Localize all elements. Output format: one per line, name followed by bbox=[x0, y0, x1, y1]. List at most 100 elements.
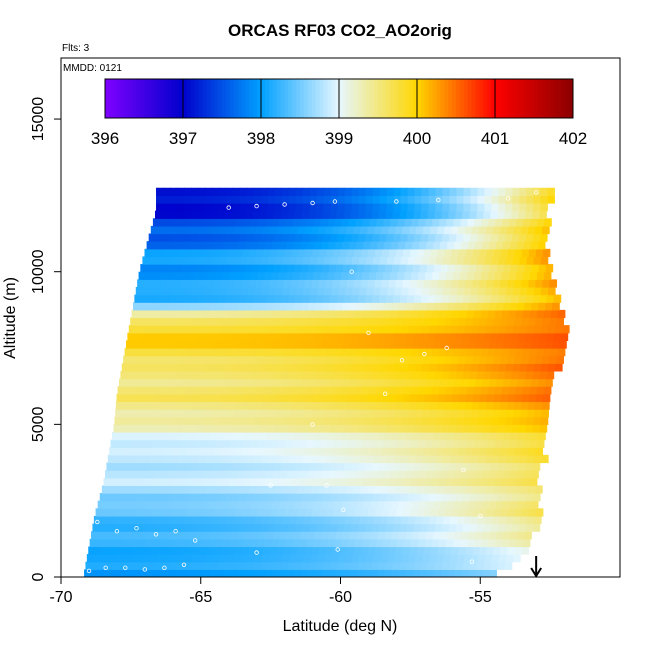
heatmap-cell bbox=[502, 218, 510, 227]
heatmap-cell bbox=[433, 569, 442, 577]
heatmap-cell bbox=[504, 370, 513, 380]
heatmap-cell bbox=[379, 256, 388, 265]
heatmap-cell bbox=[350, 370, 359, 380]
heatmap-cell bbox=[524, 470, 532, 479]
heatmap-cell bbox=[229, 477, 237, 487]
heatmap-cell bbox=[408, 409, 417, 418]
heatmap-cell bbox=[150, 485, 159, 494]
colorbar-strip bbox=[144, 79, 149, 118]
heatmap-cell bbox=[225, 195, 234, 204]
heatmap-cell bbox=[264, 271, 272, 280]
heatmap-cell bbox=[268, 554, 277, 563]
heatmap-cell bbox=[504, 561, 513, 570]
heatmap-cell bbox=[358, 195, 367, 204]
heatmap-cell bbox=[500, 401, 508, 410]
heatmap-cell bbox=[169, 523, 177, 532]
heatmap-cell bbox=[282, 409, 291, 418]
heatmap-cell bbox=[515, 309, 524, 319]
heatmap-cell bbox=[526, 203, 534, 212]
heatmap-cell bbox=[522, 309, 531, 319]
heatmap-cell bbox=[290, 447, 299, 456]
heatmap-cell bbox=[476, 424, 485, 433]
heatmap-cell bbox=[149, 256, 157, 265]
heatmap-cell bbox=[349, 500, 357, 509]
heatmap-cell bbox=[427, 332, 436, 341]
heatmap-cell bbox=[339, 401, 348, 410]
heatmap-cell bbox=[191, 416, 199, 425]
heatmap-cell bbox=[323, 424, 331, 433]
heatmap-cell bbox=[511, 462, 520, 471]
colorbar-strip bbox=[296, 79, 301, 118]
heatmap-cell bbox=[108, 485, 117, 494]
heatmap-cell bbox=[339, 485, 348, 494]
heatmap-cell bbox=[352, 409, 361, 418]
colorbar-strip bbox=[272, 79, 278, 118]
heatmap-cell bbox=[352, 416, 360, 425]
heatmap-cell bbox=[247, 286, 256, 296]
heatmap-cell bbox=[219, 363, 228, 372]
heatmap-cell bbox=[484, 203, 493, 212]
heatmap-cell bbox=[411, 439, 419, 448]
heatmap-cell bbox=[366, 256, 374, 265]
heatmap-cell bbox=[486, 317, 495, 326]
heatmap-cell bbox=[293, 569, 302, 577]
heatmap-cell bbox=[174, 378, 183, 387]
heatmap-cell bbox=[301, 264, 309, 273]
heatmap-cell bbox=[501, 538, 510, 548]
heatmap-cell bbox=[419, 264, 428, 273]
heatmap-cell bbox=[472, 508, 481, 517]
heatmap-cell bbox=[304, 485, 313, 494]
heatmap-cell bbox=[146, 340, 155, 349]
heatmap-cell bbox=[483, 462, 492, 471]
heatmap-cell bbox=[254, 454, 263, 464]
heatmap-cell bbox=[521, 447, 530, 456]
heatmap-cell bbox=[521, 401, 529, 410]
heatmap-cell bbox=[249, 508, 257, 517]
heatmap-cell bbox=[363, 241, 371, 250]
heatmap-cell bbox=[92, 561, 101, 570]
heatmap-cell bbox=[338, 454, 346, 464]
heatmap-cell bbox=[478, 554, 486, 563]
heatmap-cell bbox=[282, 515, 291, 525]
heatmap-cell bbox=[128, 363, 137, 372]
heatmap-cell bbox=[257, 348, 265, 357]
heatmap-cell bbox=[342, 500, 350, 509]
heatmap-cell bbox=[539, 294, 548, 303]
heatmap-cell bbox=[178, 401, 187, 410]
heatmap-cell bbox=[353, 447, 362, 456]
heatmap-cell bbox=[483, 424, 492, 433]
heatmap-cell bbox=[264, 309, 272, 319]
heatmap-cell bbox=[444, 279, 453, 288]
heatmap-cell bbox=[244, 500, 253, 509]
heatmap-cell bbox=[376, 477, 384, 487]
heatmap-cell bbox=[519, 187, 527, 196]
heatmap-cell bbox=[426, 431, 435, 441]
colorbar-strip bbox=[471, 79, 476, 118]
heatmap-cell bbox=[399, 462, 408, 471]
heatmap-cell bbox=[440, 378, 449, 387]
heatmap-cell bbox=[190, 523, 198, 532]
heatmap-cell bbox=[527, 515, 535, 525]
heatmap-cell bbox=[202, 431, 211, 441]
heatmap-cell bbox=[262, 225, 271, 235]
heatmap-cell bbox=[247, 363, 256, 372]
heatmap-cell bbox=[477, 256, 486, 265]
heatmap-cell bbox=[311, 317, 320, 326]
heatmap-cell bbox=[309, 561, 317, 570]
heatmap-cell bbox=[502, 500, 511, 509]
chart-title: ORCAS RF03 CO2_AO2orig bbox=[228, 21, 452, 40]
heatmap-cell bbox=[414, 195, 423, 204]
heatmap-cell bbox=[432, 386, 440, 395]
heatmap-cell bbox=[300, 531, 309, 540]
heatmap-cell bbox=[517, 431, 525, 441]
heatmap-cell bbox=[386, 256, 395, 265]
heatmap-cell bbox=[390, 439, 398, 448]
heatmap-cell bbox=[461, 470, 469, 479]
heatmap-cell bbox=[469, 462, 478, 471]
heatmap-cell bbox=[236, 439, 244, 448]
heatmap-cell bbox=[205, 515, 214, 525]
heatmap-cell bbox=[194, 439, 203, 448]
heatmap-cell bbox=[244, 378, 253, 387]
heatmap-cell bbox=[423, 401, 431, 410]
heatmap-cell bbox=[376, 386, 384, 395]
